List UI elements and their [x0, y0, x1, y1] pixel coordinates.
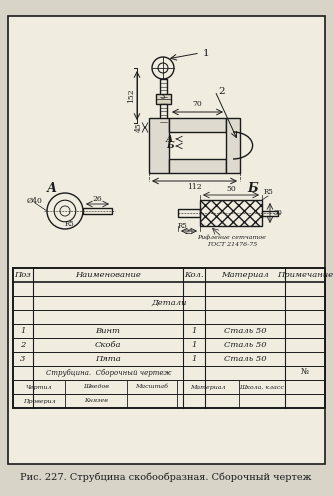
Text: 45: 45 [135, 123, 143, 132]
Text: 1: 1 [191, 355, 197, 363]
Text: 50: 50 [226, 185, 236, 193]
Text: 25: 25 [184, 228, 193, 236]
Text: Князев: Князев [84, 398, 108, 404]
Text: 26: 26 [93, 195, 102, 203]
Text: 70: 70 [192, 100, 202, 108]
Text: 3: 3 [20, 355, 26, 363]
Bar [156, 94, 170, 104]
Bar [226, 118, 240, 173]
Text: Пята: Пята [95, 355, 121, 363]
Text: R5: R5 [264, 188, 274, 196]
Bar [262, 210, 278, 215]
Text: Б: Б [248, 182, 258, 194]
Text: Винт: Винт [96, 327, 121, 335]
Text: Примечание: Примечание [277, 271, 333, 279]
Text: 2: 2 [218, 86, 225, 96]
Text: Чертил: Чертил [26, 384, 52, 389]
Text: Материал: Материал [221, 271, 269, 279]
Text: Сталь 50: Сталь 50 [224, 341, 266, 349]
Bar [200, 200, 262, 226]
Text: 2: 2 [20, 341, 26, 349]
Text: Детали: Детали [151, 299, 187, 307]
Bar [149, 118, 169, 173]
Bar [160, 104, 166, 123]
Bar [178, 209, 200, 217]
Text: Поз: Поз [15, 271, 31, 279]
Text: 1: 1 [203, 49, 210, 58]
Text: 112: 112 [187, 183, 202, 191]
Text: Скоба: Скоба [95, 341, 121, 349]
Text: Школа, класс: Школа, класс [239, 384, 284, 389]
Text: R5: R5 [178, 222, 188, 230]
Text: А: А [166, 134, 173, 143]
Text: 1: 1 [191, 327, 197, 335]
Text: R5: R5 [65, 220, 75, 228]
Text: Струбцина.  Сборочный чертеж: Струбцина. Сборочный чертеж [46, 369, 172, 377]
Text: Рифление сетчатое: Рифление сетчатое [197, 234, 266, 240]
Text: Рис. 227. Струбцина скобообразная. Сборочный чертеж: Рис. 227. Струбцина скобообразная. Сборо… [20, 472, 312, 482]
Text: ГОСТ 21476-75: ГОСТ 21476-75 [207, 242, 257, 247]
Bar [169, 159, 226, 173]
Text: Материал: Материал [190, 384, 226, 389]
Text: Наименование: Наименование [75, 271, 141, 279]
Text: №: № [301, 369, 309, 377]
Text: Шведов: Шведов [83, 384, 109, 389]
Text: Ø40: Ø40 [27, 197, 43, 205]
Text: Сталь 50: Сталь 50 [224, 355, 266, 363]
Bar [83, 208, 112, 214]
Text: А: А [47, 182, 57, 194]
Bar [13, 268, 325, 408]
Text: 3: 3 [161, 93, 165, 101]
Text: 152: 152 [127, 88, 135, 103]
Circle shape [152, 57, 174, 79]
Text: 1: 1 [191, 341, 197, 349]
Circle shape [158, 63, 168, 73]
Text: Б: Б [166, 141, 174, 150]
Bar [169, 118, 226, 132]
Text: 1: 1 [20, 327, 26, 335]
Text: 30: 30 [274, 209, 283, 217]
Text: Сталь 50: Сталь 50 [224, 327, 266, 335]
Text: Кол.: Кол. [184, 271, 204, 279]
Bar [160, 79, 166, 99]
Text: Масштаб: Масштаб [136, 384, 168, 389]
Text: Проверил: Проверил [23, 398, 55, 404]
